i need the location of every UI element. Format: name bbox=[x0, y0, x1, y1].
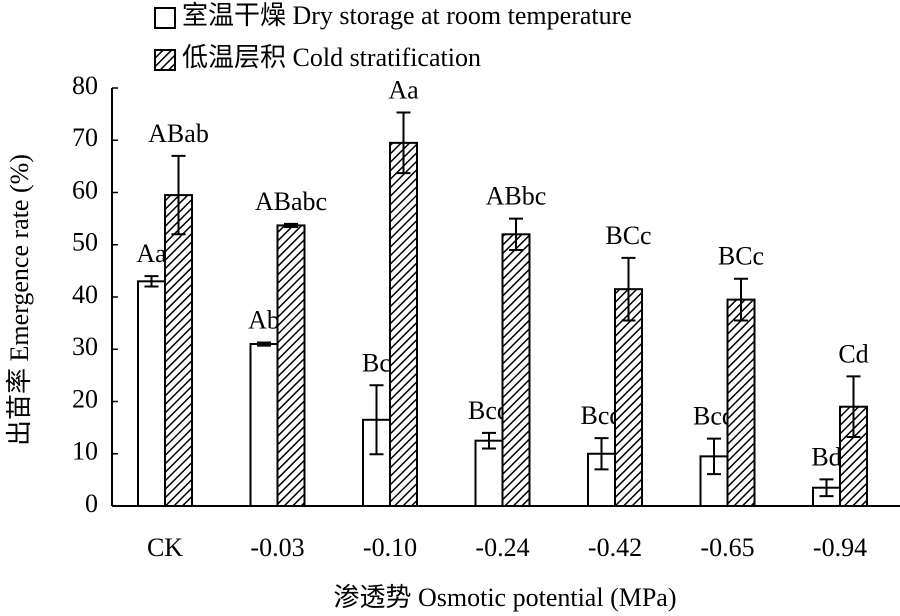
significance-label: ABabc bbox=[255, 187, 327, 216]
significance-label: Bd bbox=[811, 442, 841, 471]
significance-label: Bc bbox=[362, 348, 391, 377]
bar bbox=[389, 141, 418, 508]
error-bar bbox=[707, 437, 721, 476]
x-axis-title: 渗透势 Osmotic potential (MPa) bbox=[333, 583, 676, 612]
x-tick-label: -0.94 bbox=[813, 533, 867, 562]
error-bar bbox=[734, 277, 748, 322]
bar bbox=[726, 298, 756, 507]
bar bbox=[614, 288, 643, 507]
error-bar bbox=[819, 478, 834, 498]
significance-label: Ab bbox=[248, 305, 280, 334]
y-tick-label: 60 bbox=[72, 175, 98, 204]
x-tick-label: -0.65 bbox=[700, 533, 754, 562]
bar bbox=[501, 233, 531, 508]
significance-label: Aa bbox=[136, 239, 167, 268]
bar bbox=[137, 280, 166, 508]
legend-label: 室温干燥 Dry storage at room temperature bbox=[182, 1, 632, 30]
error-bar bbox=[369, 384, 384, 456]
significance-label: Aa bbox=[388, 76, 419, 105]
significance-label: ABbc bbox=[486, 182, 547, 211]
y-tick-label: 70 bbox=[72, 123, 98, 152]
legend-swatch bbox=[154, 49, 176, 71]
y-axis-title: 出苗率 Emergence rate (%) bbox=[5, 154, 34, 446]
error-bar bbox=[482, 431, 496, 450]
error-bar bbox=[621, 256, 636, 322]
significance-label: BCc bbox=[718, 242, 764, 271]
error-bar bbox=[284, 222, 298, 228]
error-bar bbox=[509, 217, 523, 251]
significance-label: ABab bbox=[148, 119, 209, 148]
significance-label: BCc bbox=[605, 221, 651, 250]
bar bbox=[164, 194, 193, 508]
y-tick-label: 10 bbox=[72, 437, 98, 466]
legend-label: 低温层积 Cold stratification bbox=[182, 43, 481, 72]
y-tick-label: 40 bbox=[72, 280, 98, 309]
x-tick-label: -0.10 bbox=[363, 533, 417, 562]
x-tick-label: CK bbox=[147, 533, 183, 562]
significance-label: Cd bbox=[838, 339, 868, 368]
y-tick-label: 80 bbox=[72, 71, 98, 100]
y-tick-label: 30 bbox=[72, 332, 98, 361]
y-tick-label: 50 bbox=[72, 228, 98, 257]
bar bbox=[276, 224, 306, 507]
error-bar bbox=[257, 341, 271, 347]
error-bar bbox=[144, 275, 159, 288]
bar bbox=[249, 343, 279, 507]
error-bar bbox=[846, 375, 861, 439]
error-bar bbox=[594, 437, 609, 471]
y-tick-label: 0 bbox=[85, 489, 98, 518]
error-bar bbox=[396, 111, 411, 175]
x-tick-label: -0.42 bbox=[588, 533, 642, 562]
x-tick-label: -0.03 bbox=[250, 533, 304, 562]
x-tick-label: -0.24 bbox=[475, 533, 529, 562]
legend-swatch bbox=[154, 7, 176, 29]
error-bar bbox=[171, 154, 186, 236]
bar bbox=[474, 439, 504, 507]
y-tick-label: 20 bbox=[72, 384, 98, 413]
